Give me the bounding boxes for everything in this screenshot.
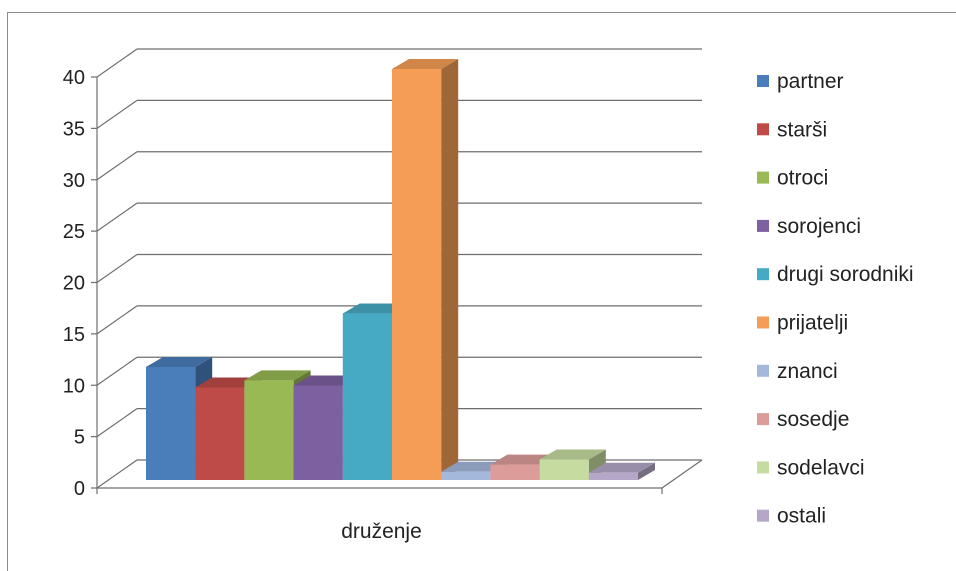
legend-swatch (757, 75, 769, 87)
bar-front (293, 385, 343, 480)
legend-item: sosedje (757, 408, 849, 431)
legend-item: znanci (757, 360, 838, 383)
gridline-side (96, 202, 138, 232)
bar-front (490, 464, 540, 480)
legend-swatch (757, 509, 769, 522)
bar-front (195, 387, 245, 480)
legend-label: drugi sorodniki (777, 263, 914, 286)
y-tick-label: 20 (63, 273, 85, 295)
bar-front (441, 471, 491, 480)
legend-item: sodelavci (757, 456, 865, 479)
legend-swatch (757, 413, 769, 426)
y-tick-label: 40 (63, 67, 85, 89)
gridline-side (96, 408, 138, 438)
bar-top (392, 59, 459, 69)
legend-item: prijatelji (757, 312, 848, 335)
bar-front (146, 366, 196, 480)
legend-label: prijatelji (777, 312, 848, 335)
bar-top (244, 370, 311, 381)
bar-top (539, 449, 606, 460)
legend-item: otroci (757, 167, 828, 190)
gridline-side (96, 254, 138, 283)
bar-side (441, 59, 459, 480)
legend-label: znanci (777, 360, 838, 383)
gridline-side (96, 99, 138, 129)
bar-side (638, 462, 655, 480)
bar-top (588, 462, 655, 473)
y-tick-label: 15 (63, 324, 85, 346)
legend-swatch (757, 171, 769, 184)
y-tick-label: 25 (63, 221, 85, 243)
y-tick-label: 10 (63, 375, 85, 397)
legend-item: starši (757, 118, 827, 141)
chart-frame (7, 12, 956, 571)
legend-swatch (757, 123, 769, 136)
legend-label: sodelavci (777, 456, 865, 479)
gridline-side (96, 356, 138, 386)
y-tick-label: 5 (74, 427, 85, 449)
bar-front (588, 472, 638, 480)
gridline-side (96, 305, 138, 335)
y-tick-label: 30 (63, 170, 85, 192)
bar-prijatelji (392, 59, 459, 480)
legend: partner starši otroci sorojenci drugi sorodn… (757, 70, 914, 528)
bar-top (146, 356, 213, 367)
legend-swatch (757, 316, 769, 329)
gridline-side (96, 151, 138, 181)
legend-item: drugi sorodniki (757, 263, 914, 286)
legend-swatch (757, 461, 769, 474)
bar-ostali (588, 462, 655, 480)
legend-label: ostali (777, 505, 826, 528)
y-axis: 0 5 10 15 20 25 30 35 40 (63, 67, 663, 500)
legend-label: sosedje (777, 408, 849, 431)
bar-front (392, 69, 442, 480)
y-tick-label: 0 (74, 478, 85, 500)
gridline-side (96, 459, 138, 489)
legend-label: otroci (777, 167, 828, 190)
legend-label: partner (777, 70, 844, 93)
legend-item: ostali (757, 505, 826, 528)
legend-swatch (757, 268, 769, 281)
legend-label: starši (777, 118, 827, 141)
legend-item: partner (757, 70, 844, 93)
x-category-label: druženje (341, 520, 422, 543)
legend-item: sorojenci (757, 215, 861, 238)
legend-swatch (757, 219, 769, 232)
legend-label: sorojenci (777, 215, 861, 238)
y-tick-label: 35 (63, 118, 85, 140)
bar-front (244, 380, 294, 480)
gridline-side (96, 48, 138, 78)
legend-swatch (757, 364, 769, 377)
bars (146, 59, 655, 480)
bar-front (539, 459, 589, 480)
bar-front (342, 313, 392, 480)
x-axis: druženje (341, 520, 422, 543)
